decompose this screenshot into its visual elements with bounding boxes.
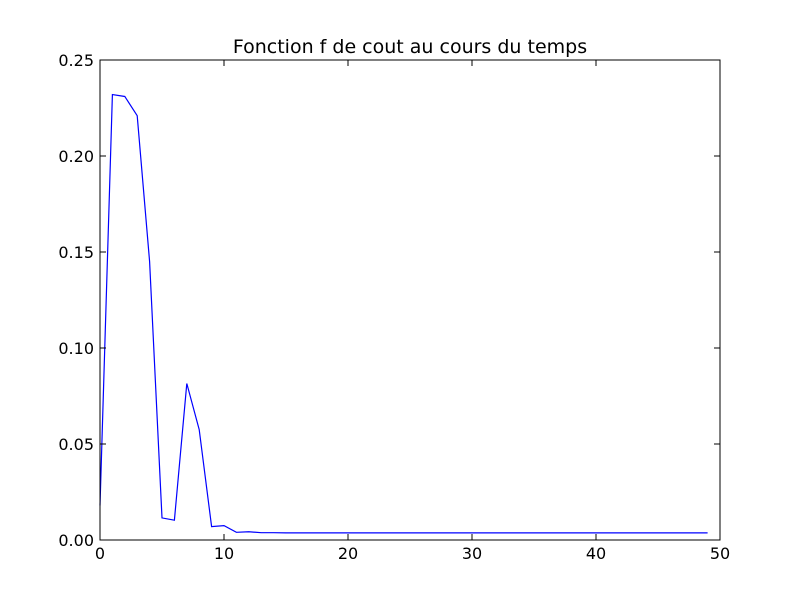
y-tick-label: 0.20 — [58, 147, 94, 166]
y-tick-label: 0.25 — [58, 51, 94, 70]
x-tick-label: 10 — [214, 544, 234, 563]
plot-frame — [99, 59, 721, 541]
x-tick-label: 0 — [95, 544, 105, 563]
x-tick-label: 40 — [586, 544, 606, 563]
chart-title: Fonction f de cout au cours du temps — [233, 36, 587, 58]
x-tick-label: 50 — [710, 544, 730, 563]
y-tick-label: 0.05 — [58, 435, 94, 454]
x-tick-label: 20 — [338, 544, 358, 563]
x-tick-label: 30 — [462, 544, 482, 563]
y-tick-label: 0.15 — [58, 243, 94, 262]
series-layer — [99, 93, 708, 534]
y-tick-label: 0.10 — [58, 339, 94, 358]
y-tick-label: 0.00 — [58, 531, 94, 550]
series-line-0 — [99, 93, 708, 534]
